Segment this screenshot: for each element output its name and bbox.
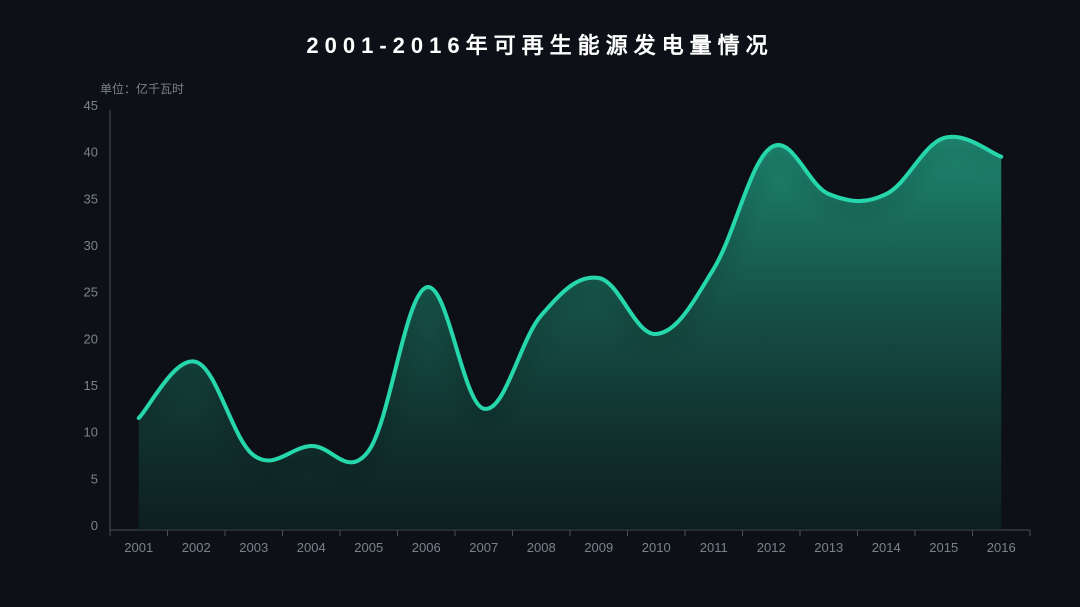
y-tick-label: 0 (91, 518, 98, 533)
x-tick-label: 2006 (412, 540, 441, 555)
y-tick-label: 15 (84, 378, 98, 393)
x-tick-label: 2002 (182, 540, 211, 555)
x-tick-label: 2010 (642, 540, 671, 555)
x-tick-label: 2011 (700, 540, 728, 555)
x-tick-label: 2003 (239, 540, 268, 555)
x-tick-label: 2009 (584, 540, 613, 555)
chart-title: 2001-2016年可再生能源发电量情况 (0, 28, 1080, 60)
y-tick-label: 5 (91, 471, 98, 486)
x-tick-label: 2005 (354, 540, 383, 555)
x-tick-label: 2015 (929, 540, 958, 555)
x-tick-label: 2008 (527, 540, 556, 555)
x-tick-label: 2007 (469, 540, 498, 555)
y-tick-label: 35 (84, 191, 98, 206)
y-tick-label: 25 (84, 285, 98, 300)
x-tick-label: 2004 (297, 540, 326, 555)
y-tick-label: 40 (84, 145, 98, 160)
x-tick-label: 2001 (124, 540, 153, 555)
x-tick-label: 2016 (987, 540, 1016, 555)
x-tick-label: 2014 (872, 540, 901, 555)
x-tick-label: 2013 (814, 540, 843, 555)
x-tick-label: 2012 (757, 540, 786, 555)
y-tick-label: 45 (84, 98, 98, 113)
series-area (139, 137, 1002, 530)
chart-stage: 2001-2016年可再生能源发电量情况 单位：亿千瓦时 0 5 10 15 20 25 3… (0, 0, 1080, 607)
y-tick-label: 20 (84, 331, 98, 346)
y-tick-label: 30 (84, 238, 98, 253)
y-tick-label: 10 (84, 425, 98, 440)
chart-unit-label: 单位：亿千瓦时 (100, 80, 184, 97)
